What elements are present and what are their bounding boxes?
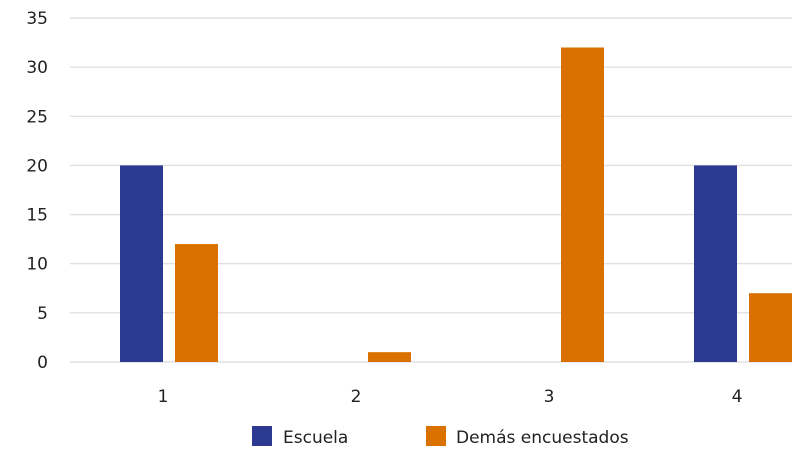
- x-tick-label: 1: [158, 387, 169, 407]
- y-tick-label: 35: [26, 9, 48, 29]
- y-tick-label: 0: [37, 353, 48, 373]
- bar-escuela-1: [120, 165, 163, 362]
- y-tick-label: 20: [26, 156, 48, 176]
- y-tick-label: 30: [26, 58, 48, 78]
- x-axis-tick-labels: 1 2 3 4: [158, 387, 743, 407]
- bar-demas-encuestados-1: [175, 244, 218, 362]
- bar-demas-encuestados-2: [368, 352, 411, 362]
- legend: Escuela Demás encuestados: [252, 426, 629, 448]
- y-tick-label: 15: [26, 206, 48, 226]
- x-tick-label: 3: [544, 387, 555, 407]
- bars: [120, 47, 792, 362]
- x-tick-label: 4: [732, 387, 743, 407]
- legend-swatch-demas-encuestados: [426, 426, 446, 446]
- bar-demas-encuestados-4: [749, 293, 792, 362]
- y-tick-label: 25: [26, 107, 48, 127]
- bar-escuela-4: [694, 165, 737, 362]
- y-tick-label: 5: [37, 304, 48, 324]
- y-tick-label: 10: [26, 255, 48, 275]
- bar-demas-encuestados-3: [561, 47, 604, 362]
- x-tick-label: 2: [351, 387, 362, 407]
- legend-label-escuela: Escuela: [283, 428, 348, 448]
- legend-label-demas-encuestados: Demás encuestados: [456, 428, 629, 448]
- y-axis-tick-labels: 0 5 10 15 20 25 30 35: [26, 9, 48, 373]
- legend-swatch-escuela: [252, 426, 272, 446]
